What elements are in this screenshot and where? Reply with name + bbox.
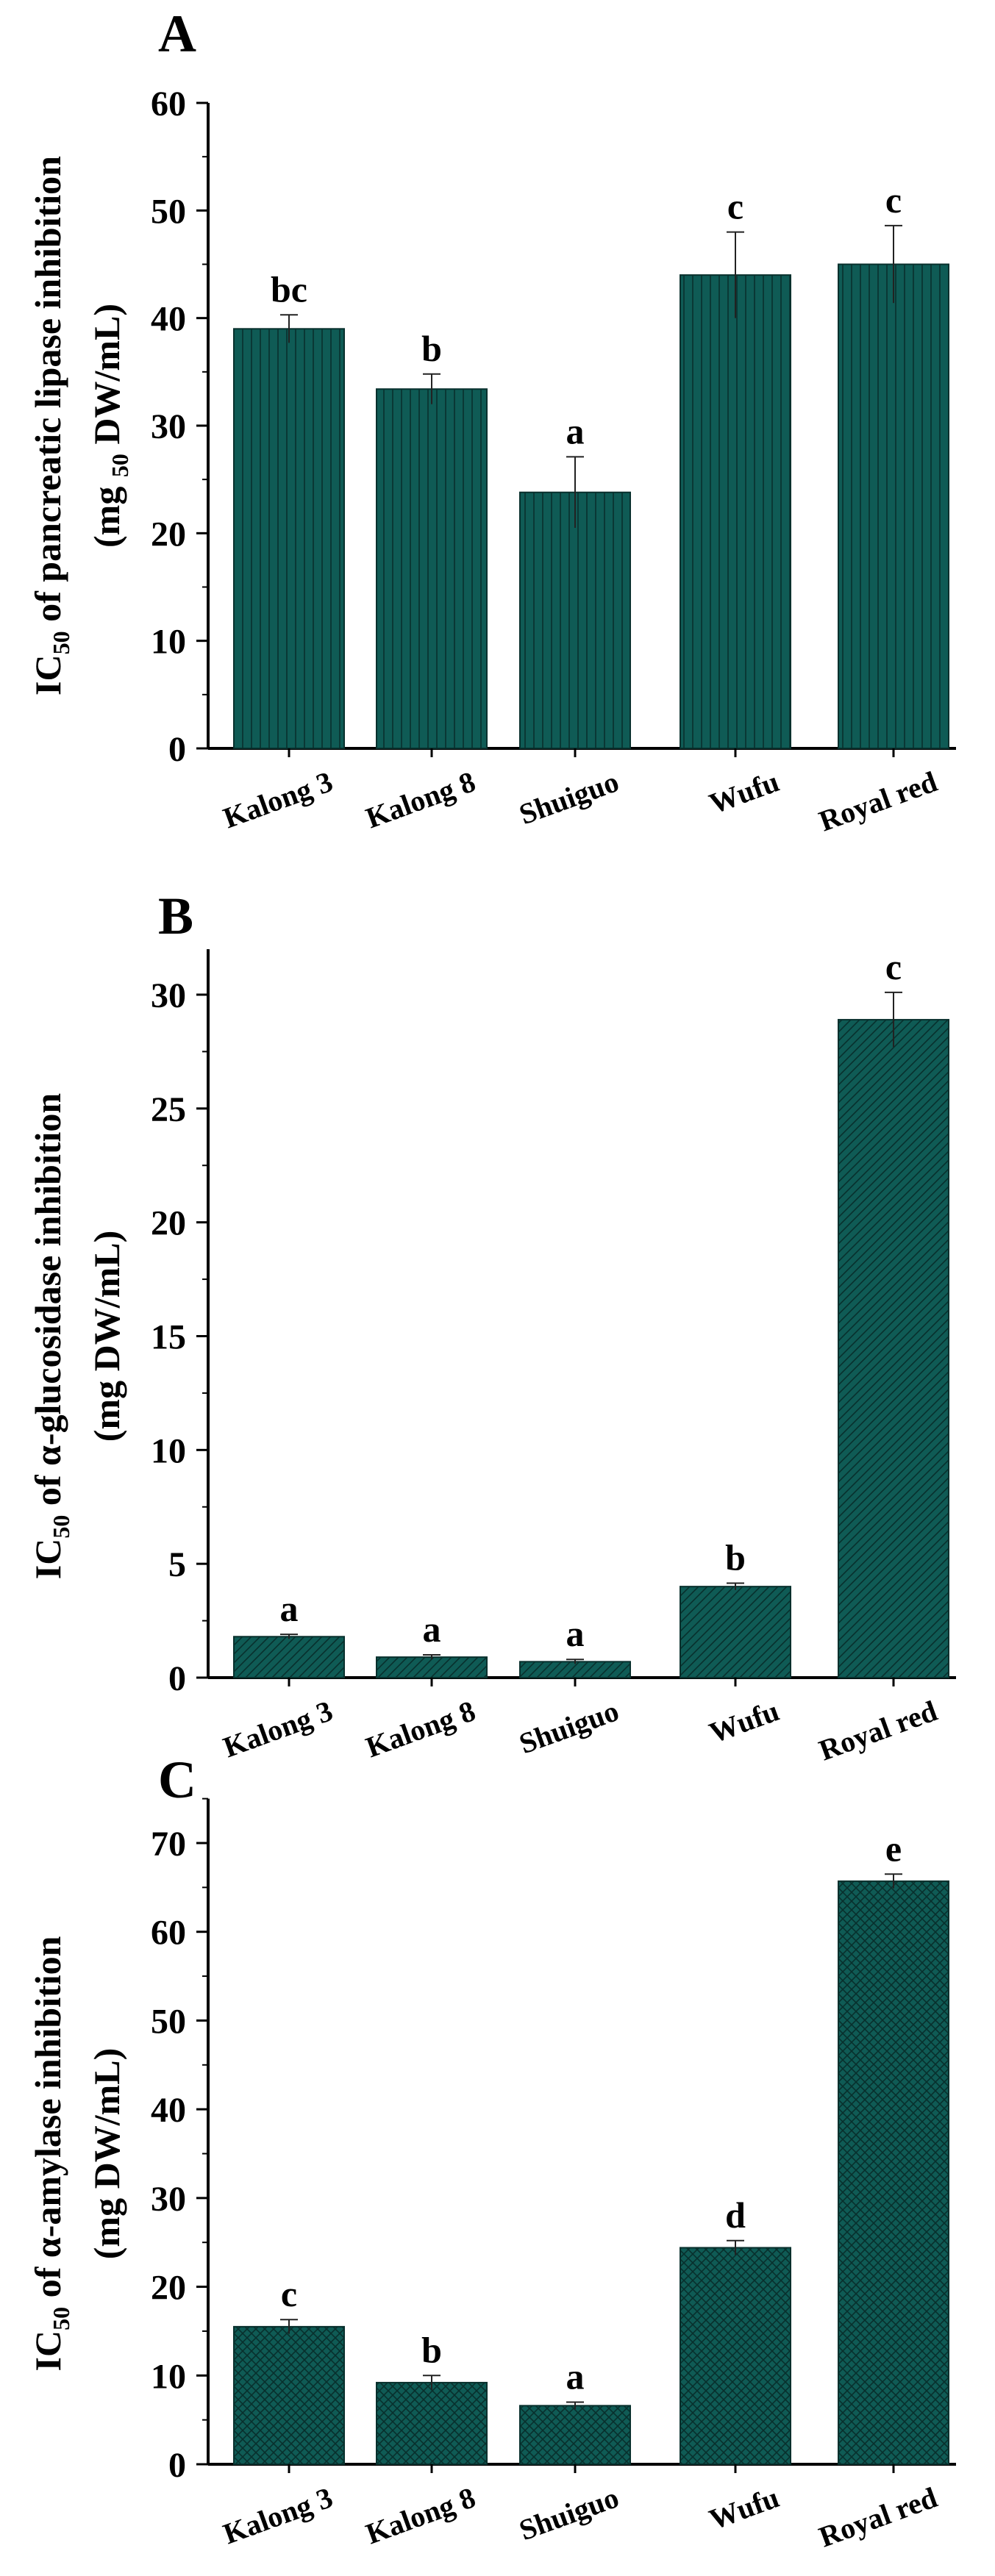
y-axis-unit-post: DW/mL) [86,304,127,454]
y-axis-unit-pre: (mg DW/mL) [86,2048,127,2259]
bar-2 [519,491,631,750]
x-tick-label: Wufu [705,765,783,820]
y-axis-unit-pre: (mg DW/mL) [86,1231,127,1442]
significance-label: a [280,1588,299,1629]
significance-label: c [885,179,902,221]
y-tick-label: 20 [151,2269,186,2308]
y-axis-label-text: of α-glucosidase inhibition [27,1093,68,1515]
y-tick-label: 25 [151,1090,186,1129]
x-tick-label: Wufu [705,2480,783,2536]
y-axis-unit-pre: (mg [86,477,127,548]
y-axis-label-main: IC [27,654,68,695]
bar-3 [680,2247,791,2465]
x-tick-label: Shuiguo [515,1694,623,1760]
y-tick-label: 50 [151,2002,186,2041]
x-tick-label: Royal red [815,1694,941,1767]
significance-label: bc [271,268,307,310]
y-axis-label-text: of α-amylase inhibition [27,1936,68,2307]
significance-label: d [725,2194,746,2236]
bar-2 [519,2405,631,2466]
y-tick-label: 60 [151,1914,186,1953]
y-axis-label-main: IC [27,2330,68,2372]
x-tick-label: Kalong 8 [362,1694,480,1764]
bar-2 [519,1661,631,1678]
significance-label: e [885,1828,902,1869]
bar-1 [376,2381,488,2466]
y-tick-label: 30 [151,2180,186,2219]
y-axis-label: IC50 of α-glucosidase inhibition [27,1093,74,1580]
significance-label: b [421,2329,442,2370]
bar-0 [233,2325,345,2465]
y-axis-label-text: of pancreatic lipase inhibition [27,156,68,632]
significance-label: c [727,186,743,227]
bar-3 [680,1586,791,1678]
y-tick-label: 30 [151,976,186,1015]
panel-label: B [158,887,193,945]
bar-4 [838,263,949,749]
y-tick-label: 15 [151,1318,186,1357]
y-tick-label: 0 [168,1659,186,1698]
y-tick-label: 70 [151,1825,186,1864]
panel-label: A [158,4,196,63]
y-axis-label-subscript: 50 [48,2307,74,2330]
y-tick-label: 10 [151,623,186,662]
y-tick-label: 5 [168,1545,186,1584]
bar-4 [838,1019,949,1678]
x-tick-label: Kalong 3 [219,765,338,834]
x-tick-label: Kalong 8 [362,2480,480,2550]
y-tick-label: 10 [151,2357,186,2396]
x-tick-label: Shuiguo [515,765,623,831]
y-tick-label: 60 [151,85,186,124]
significance-label: a [566,410,585,451]
significance-label: c [281,2273,297,2314]
y-tick-label: 20 [151,515,186,554]
bar-4 [838,1880,949,2466]
significance-label: c [885,946,902,987]
y-tick-label: 10 [151,1431,186,1470]
significance-label: a [566,2356,585,2397]
x-tick-label: Wufu [705,1694,783,1749]
y-tick-label: 30 [151,407,186,446]
y-axis-label: IC50 of pancreatic lipase inhibition [27,156,74,695]
y-axis-unit-subscript: 50 [107,454,133,477]
bar-0 [233,328,345,749]
significance-label: b [421,328,442,369]
x-tick-label: Royal red [815,765,941,837]
y-tick-label: 40 [151,300,186,339]
bar-1 [376,388,488,749]
y-axis-label-main: IC [27,1539,68,1580]
bar-0 [233,1636,345,1679]
y-axis-label-subscript: 50 [48,1515,74,1539]
x-tick-label: Kalong 8 [362,765,480,834]
y-tick-label: 0 [168,2446,186,2485]
y-axis-unit-label: (mg DW/mL) [86,1231,127,1442]
x-tick-label: Royal red [815,2480,941,2553]
y-axis-unit-label: (mg 50 DW/mL) [86,304,133,548]
y-tick-label: 0 [168,730,186,769]
bar-1 [376,1656,488,1678]
y-axis-label: IC50 of α-amylase inhibition [27,1936,74,2371]
y-tick-label: 20 [151,1204,186,1243]
y-axis-label-subscript: 50 [48,631,74,654]
x-tick-label: Kalong 3 [219,1694,338,1764]
y-axis-unit-label: (mg DW/mL) [86,2048,127,2259]
x-tick-label: Shuiguo [515,2480,623,2547]
x-tick-label: Kalong 3 [219,2480,338,2550]
significance-label: a [566,1613,585,1654]
y-tick-label: 40 [151,2091,186,2130]
significance-label: a [423,1609,441,1650]
y-tick-label: 50 [151,192,186,231]
panel-label: C [158,1750,196,1809]
bar-3 [680,274,791,749]
significance-label: b [725,1536,746,1578]
